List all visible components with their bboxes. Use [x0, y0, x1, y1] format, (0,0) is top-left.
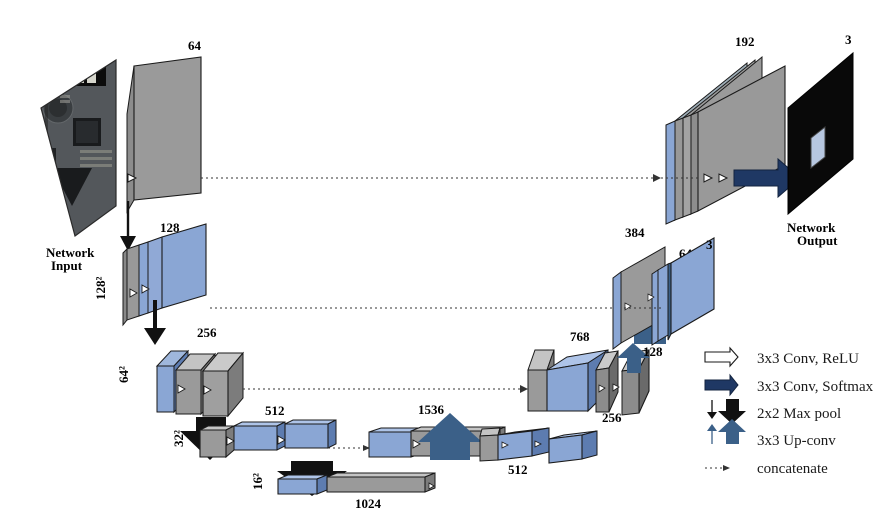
svg-text:64²: 64² — [116, 366, 131, 383]
svg-text:16²: 16² — [250, 473, 265, 490]
svg-text:512: 512 — [265, 403, 285, 418]
svg-text:768: 768 — [570, 329, 590, 344]
svg-text:512: 512 — [508, 462, 528, 477]
svg-text:2x2 Max pool: 2x2 Max pool — [757, 406, 841, 422]
svg-text:1536: 1536 — [418, 402, 445, 417]
svg-text:3x3 Conv, ReLU: 3x3 Conv, ReLU — [757, 351, 859, 367]
svg-text:32²: 32² — [171, 430, 186, 447]
svg-text:128: 128 — [643, 344, 663, 359]
svg-text:3x3 Conv, Softmax: 3x3 Conv, Softmax — [757, 379, 874, 395]
svg-text:3: 3 — [706, 237, 713, 252]
svg-text:64: 64 — [188, 38, 202, 53]
svg-text:1024: 1024 — [355, 496, 382, 511]
svg-text:256: 256 — [197, 325, 217, 340]
svg-text:128²: 128² — [93, 277, 108, 301]
svg-text:3x3 Up-conv: 3x3 Up-conv — [757, 433, 836, 449]
svg-text:Output: Output — [797, 233, 838, 248]
svg-text:192: 192 — [735, 34, 755, 49]
svg-text:384: 384 — [625, 225, 645, 240]
svg-text:3: 3 — [845, 32, 852, 47]
svg-text:concatenate: concatenate — [757, 461, 828, 477]
svg-text:Input: Input — [51, 258, 83, 273]
svg-text:128: 128 — [160, 220, 180, 235]
